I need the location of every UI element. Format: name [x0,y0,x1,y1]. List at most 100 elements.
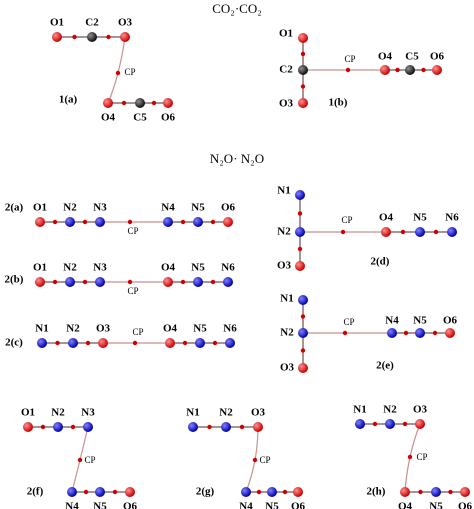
cp-label: CP [124,67,135,77]
atom-label: C5 [133,112,147,124]
cp-point [132,340,138,346]
atom [387,328,397,338]
atom [253,422,263,432]
atom [65,277,75,287]
atom [298,65,308,75]
atom-label: O4 [398,501,413,509]
atom-label: O4 [161,262,176,274]
cp-label: CP [127,226,138,236]
atom-label: N6 [223,323,237,335]
atom-label: O1 [21,407,35,419]
atom-label: O3 [277,260,292,272]
complex-label: 2(f) [27,486,44,498]
cp-point [252,457,258,463]
cp-point [345,67,351,73]
cp-point [127,219,133,225]
complex-label: 2(h) [367,486,386,498]
cp-label: CP [84,455,95,465]
atom-label: N4 [239,501,253,509]
atom-label: O3 [96,323,111,335]
atom [298,33,308,43]
cp-point [115,70,121,76]
bond-point [121,100,127,106]
atom-label: O3 [280,362,295,374]
bond-point [300,314,306,319]
bond-point [40,424,46,430]
atom [225,338,235,348]
atom [23,422,33,432]
cp-link [107,36,126,104]
atom-label: N2 [383,404,397,416]
atom [298,328,308,338]
cp-label: CP [259,455,270,465]
atom [188,422,198,432]
atom-label: N2 [219,407,233,419]
atom-label: C5 [405,51,419,63]
atom [135,98,145,108]
bond-point [300,348,306,353]
atom-label: N5 [429,501,443,509]
atom-label: N2 [280,327,294,339]
bond-point [297,246,303,252]
atom [193,217,203,227]
bond-point [72,34,77,40]
complex-label: 2(a) [5,202,24,214]
atom [53,422,63,432]
atom-label: N5 [191,202,205,214]
heading: CO₂·CO₂ [212,1,262,16]
atom-label: C2 [85,17,99,29]
atom-label: N5 [265,501,279,509]
bond-point [182,340,188,346]
atom [98,338,108,348]
atom [298,295,308,305]
atom [163,277,173,287]
atom-label: N4 [65,501,79,509]
atom [445,328,455,338]
atom-label: N5 [191,262,205,274]
atom-label: O6 [161,112,176,124]
atom-label: O4 [101,112,116,124]
atom-label: O1 [33,202,47,214]
bond-point [112,489,118,495]
atom [241,487,251,497]
complex-label: 1(a) [59,94,78,106]
atom-label: O1 [279,28,293,40]
bond-point [180,279,186,285]
atom-label: N1 [35,323,48,335]
atom [52,32,62,42]
atom-label: O4 [379,212,394,224]
atom [68,338,78,348]
atom [405,65,415,75]
atom [163,98,173,108]
bond-point [210,219,216,225]
atom [95,277,105,287]
cp-point [342,330,348,336]
bond-point [448,489,453,495]
bond-point [83,489,89,495]
bond-point [55,340,60,346]
bond-point [297,211,303,216]
cp-label: CP [343,317,354,327]
atom-label: O6 [221,202,236,214]
atom-label: N5 [93,501,107,509]
atom-label: N2 [66,323,80,335]
atom [221,422,231,432]
atom [120,32,130,42]
atom-label: N2 [63,262,77,274]
atom [163,217,173,227]
atom-label: O6 [443,315,458,327]
atom-label: O3 [118,17,133,29]
atom [83,422,93,432]
atom [385,419,395,429]
atom [223,277,233,287]
bond-point [70,424,76,430]
cp-point [407,454,413,460]
bond-point [82,219,88,225]
atom [432,65,442,75]
bond-point [210,279,216,285]
bond-point [212,340,218,346]
atom-label: O4 [163,323,178,335]
bond-point [180,219,186,225]
atom-label: N1 [186,407,199,419]
